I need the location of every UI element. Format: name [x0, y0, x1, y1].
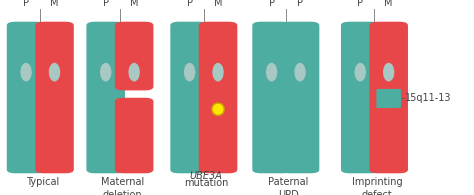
Text: P: P [23, 0, 29, 8]
FancyBboxPatch shape [199, 22, 237, 173]
Ellipse shape [383, 63, 394, 82]
Ellipse shape [184, 63, 195, 82]
Ellipse shape [212, 103, 224, 115]
Text: P: P [103, 0, 109, 8]
Ellipse shape [266, 63, 277, 82]
FancyBboxPatch shape [115, 22, 154, 90]
Text: UBE3A: UBE3A [190, 171, 223, 181]
Ellipse shape [100, 63, 111, 82]
Text: Paternal
UPD: Paternal UPD [268, 177, 309, 195]
FancyBboxPatch shape [170, 22, 209, 173]
FancyBboxPatch shape [369, 22, 408, 173]
Text: M: M [50, 0, 59, 8]
FancyBboxPatch shape [35, 22, 74, 173]
Text: P: P [187, 0, 192, 8]
Text: mutation: mutation [184, 178, 228, 188]
FancyBboxPatch shape [252, 22, 291, 173]
FancyBboxPatch shape [86, 22, 125, 173]
FancyBboxPatch shape [376, 89, 401, 108]
FancyBboxPatch shape [281, 22, 319, 173]
Text: P: P [357, 0, 363, 8]
Ellipse shape [20, 63, 32, 82]
Ellipse shape [128, 63, 140, 82]
Text: P: P [297, 0, 303, 8]
Text: P: P [269, 0, 274, 8]
Ellipse shape [294, 63, 306, 82]
Text: Maternal
deletion: Maternal deletion [100, 177, 144, 195]
FancyBboxPatch shape [341, 22, 380, 173]
Ellipse shape [355, 63, 366, 82]
FancyBboxPatch shape [115, 98, 154, 173]
Text: M: M [384, 0, 393, 8]
Text: Typical: Typical [26, 177, 59, 187]
Text: Imprinting
defect: Imprinting defect [352, 177, 402, 195]
Text: 15q11-13: 15q11-13 [405, 93, 452, 104]
Text: M: M [130, 0, 138, 8]
Ellipse shape [212, 63, 224, 82]
Ellipse shape [49, 63, 60, 82]
FancyBboxPatch shape [7, 22, 46, 173]
Text: M: M [214, 0, 222, 8]
